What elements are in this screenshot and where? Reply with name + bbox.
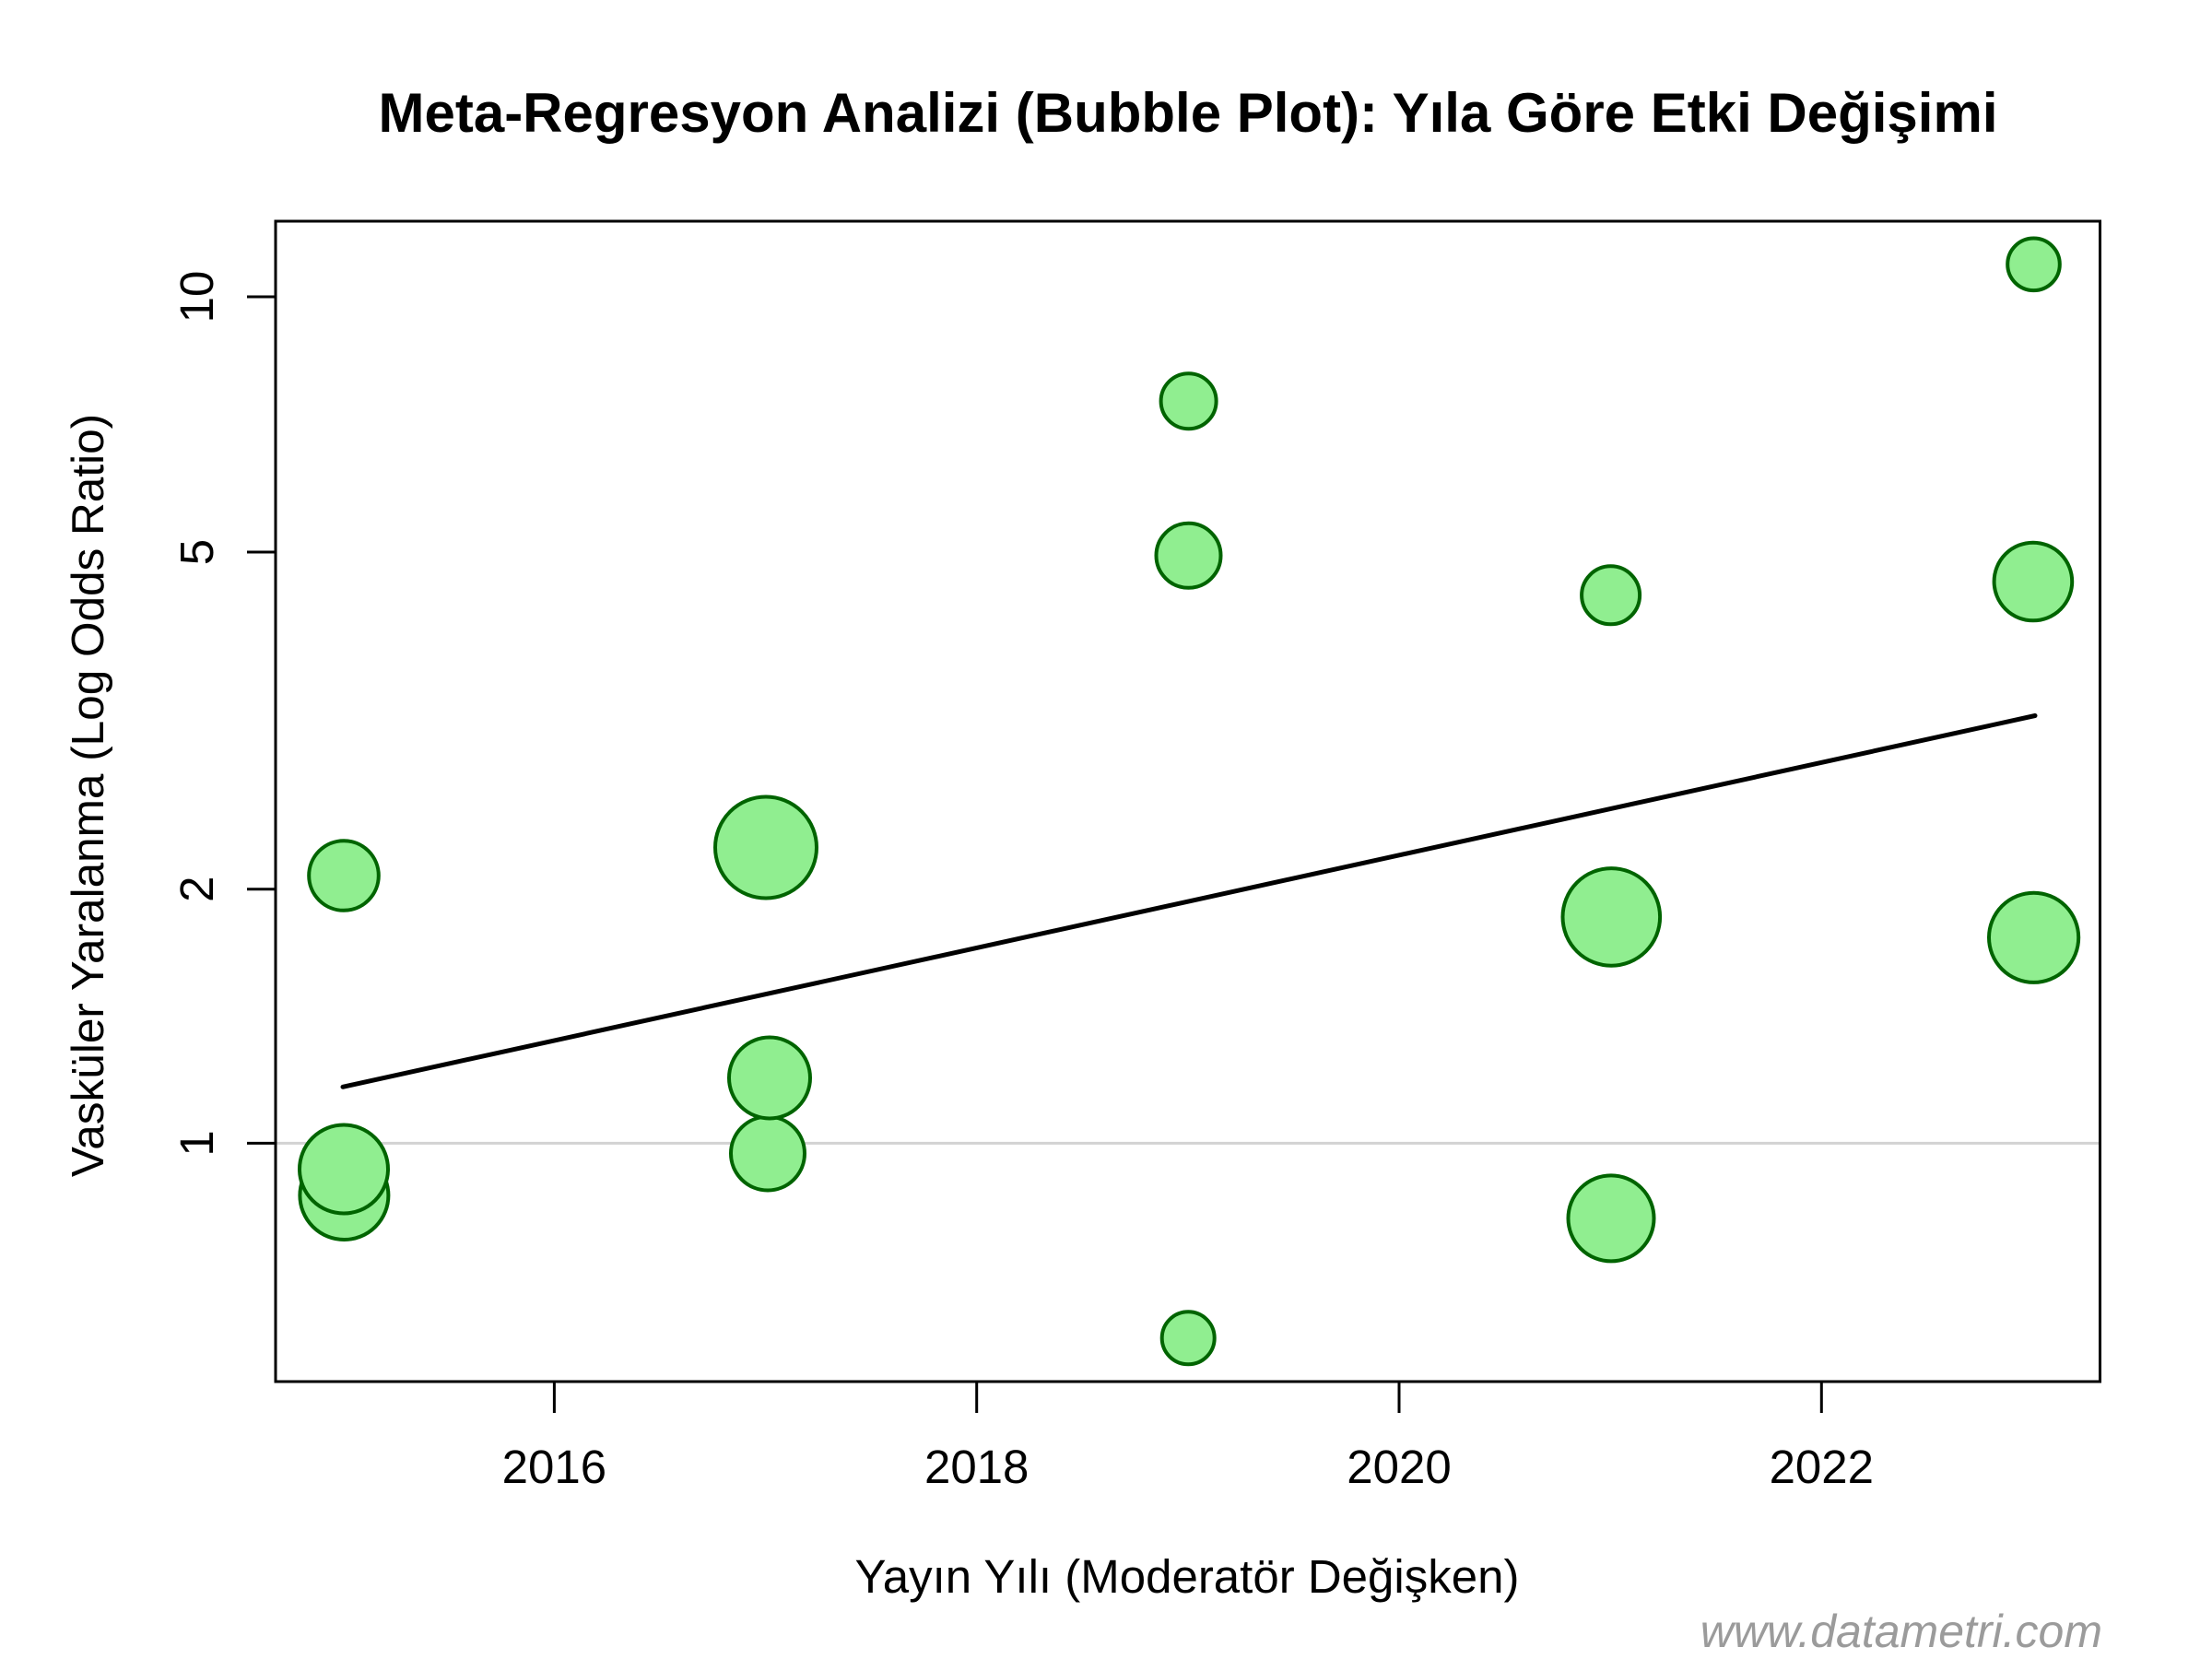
svg-text:www.datametri.com: www.datametri.com xyxy=(1700,1606,2102,1657)
svg-text:2: 2 xyxy=(171,877,223,902)
svg-text:2020: 2020 xyxy=(1347,1441,1451,1493)
svg-text:2022: 2022 xyxy=(1770,1441,1874,1493)
svg-text:2018: 2018 xyxy=(924,1441,1029,1493)
svg-text:5: 5 xyxy=(171,539,223,565)
svg-text:10: 10 xyxy=(171,271,223,324)
svg-text:1: 1 xyxy=(171,1130,223,1156)
svg-text:Yayın Yılı (Moderatör Değişken: Yayın Yılı (Moderatör Değişken) xyxy=(855,1550,1520,1603)
svg-text:Meta-Regresyon Analizi (Bubble: Meta-Regresyon Analizi (Bubble Plot): Yı… xyxy=(379,82,1998,144)
svg-text:Vasküler Yaralanma (Log Odds R: Vasküler Yaralanma (Log Odds Ratio) xyxy=(63,414,113,1177)
svg-text:2016: 2016 xyxy=(502,1441,606,1493)
